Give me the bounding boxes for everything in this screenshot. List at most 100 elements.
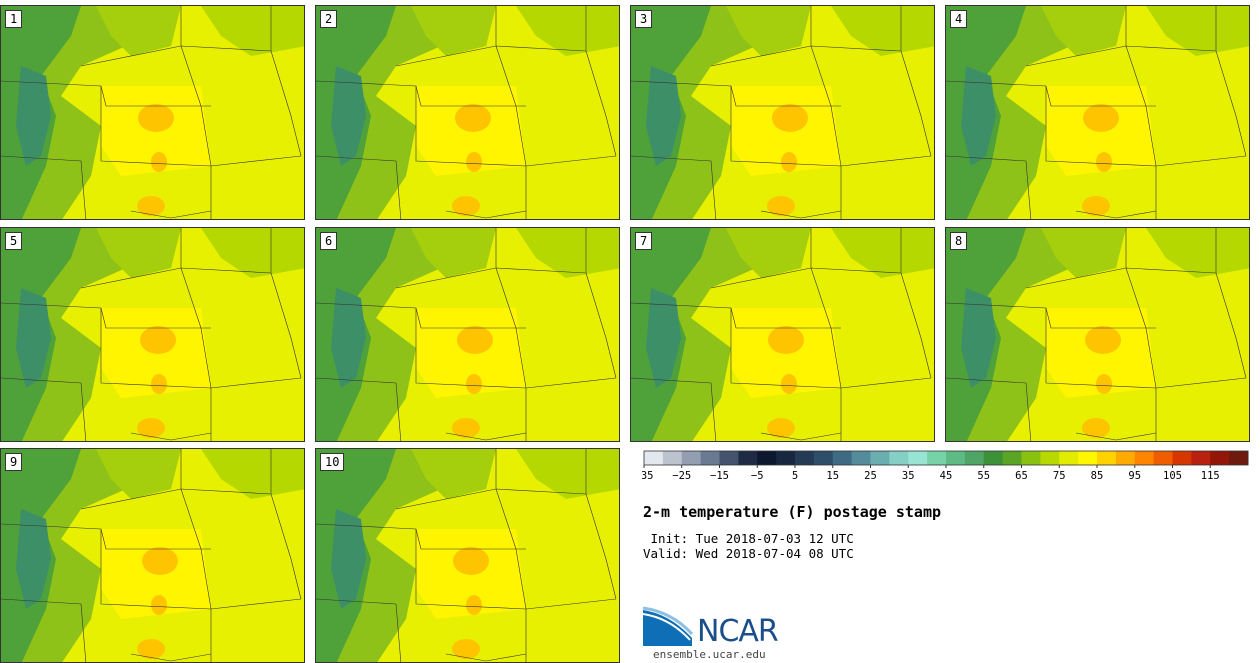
- state-border: [316, 80, 526, 107]
- state-border: [946, 302, 1156, 329]
- colorbar-tick-label: −5: [751, 470, 764, 482]
- panel-label: 4: [950, 10, 968, 28]
- colorbar-segment: [927, 451, 947, 465]
- state-border: [946, 80, 1156, 107]
- temperature-field: [631, 6, 934, 219]
- map-panel[interactable]: 1: [0, 5, 305, 220]
- colorbar-segment: [889, 451, 909, 465]
- temperature-region: [516, 449, 619, 499]
- colorbar-segment: [662, 451, 683, 465]
- temperature-field: [631, 228, 934, 441]
- state-border: [1045, 308, 1157, 389]
- temperature-field: [316, 228, 619, 441]
- state-border: [631, 302, 841, 329]
- colorbar-segment: [738, 451, 758, 465]
- state-border: [316, 598, 402, 662]
- map-panel[interactable]: 2: [315, 5, 620, 220]
- map-panel[interactable]: 7: [630, 227, 935, 442]
- map-panel[interactable]: 4: [945, 5, 1250, 220]
- state-border: [1, 155, 87, 219]
- state-border: [900, 6, 932, 157]
- map-panel[interactable]: 5: [0, 227, 305, 442]
- colorbar-tick-label: 25: [864, 470, 877, 482]
- colorbar-segment: [1059, 451, 1079, 465]
- temperature-field: [946, 228, 1249, 441]
- state-border: [760, 210, 842, 219]
- state-border: [631, 377, 717, 441]
- colorbar-tick-label: 75: [1053, 470, 1066, 482]
- logo-url[interactable]: ensemble.ucar.edu: [653, 648, 766, 661]
- temperature-region: [726, 6, 811, 56]
- map-panel[interactable]: 9: [0, 448, 305, 663]
- colorbar-segment: [700, 451, 720, 465]
- colorbar-segment: [851, 451, 871, 465]
- temperature-region: [961, 66, 996, 166]
- colorbar-segment: [870, 451, 890, 465]
- state-border: [946, 155, 1032, 219]
- temperature-region: [1096, 152, 1112, 172]
- state-border: [270, 6, 302, 157]
- temperature-region: [16, 288, 51, 388]
- map-panel[interactable]: 10: [315, 448, 620, 663]
- colorbar-segment: [1172, 451, 1192, 465]
- temperature-region: [452, 639, 480, 659]
- colorbar-segment: [1153, 451, 1173, 465]
- colorbar-segment: [1229, 451, 1249, 465]
- temperature-region: [646, 66, 681, 166]
- state-border: [270, 449, 302, 600]
- state-border: [210, 598, 302, 610]
- state-border: [270, 228, 302, 379]
- temperature-region: [455, 104, 491, 132]
- state-border: [1, 377, 87, 441]
- temperature-region: [411, 6, 496, 56]
- state-border: [1045, 86, 1157, 167]
- map-panel[interactable]: 8: [945, 227, 1250, 442]
- temperature-region: [516, 6, 619, 56]
- temperature-field: [1, 228, 304, 441]
- temperature-region: [516, 228, 619, 278]
- temperature-region: [16, 509, 51, 609]
- temperature-region: [137, 639, 165, 659]
- state-border: [210, 377, 302, 389]
- temperature-region: [411, 228, 496, 278]
- temperature-field: [316, 449, 619, 662]
- state-border: [180, 6, 212, 219]
- temperature-field: [1, 6, 304, 219]
- state-border: [210, 155, 302, 167]
- state-border: [585, 6, 617, 157]
- colorbar-segment: [681, 451, 702, 465]
- temperature-region: [151, 595, 167, 615]
- temperature-region: [1085, 326, 1121, 354]
- temperature-region: [16, 66, 51, 166]
- temperature-region: [646, 288, 681, 388]
- temperature-region: [96, 449, 181, 499]
- state-border: [900, 228, 932, 379]
- panel-label: 5: [5, 232, 23, 250]
- temperature-region: [1083, 104, 1119, 132]
- colorbar-segment: [1115, 451, 1136, 465]
- temperature-region: [151, 152, 167, 172]
- colorbar-segment: [1021, 451, 1041, 465]
- temperature-field: [316, 6, 619, 219]
- temperature-region: [137, 196, 165, 216]
- init-time: Init: Tue 2018-07-03 12 UTC: [643, 531, 854, 546]
- temperature-region: [452, 196, 480, 216]
- temperature-region: [142, 547, 178, 575]
- temperature-region: [151, 374, 167, 394]
- state-border: [445, 653, 527, 662]
- map-panel[interactable]: 3: [630, 5, 935, 220]
- state-border: [1155, 377, 1247, 389]
- state-border: [316, 523, 526, 550]
- state-border: [415, 529, 527, 610]
- panel-label: 8: [950, 232, 968, 250]
- state-border: [445, 210, 527, 219]
- temperature-region: [726, 228, 811, 278]
- temperature-region: [138, 104, 174, 132]
- state-border: [495, 6, 527, 219]
- map-panel[interactable]: 6: [315, 227, 620, 442]
- temperature-region: [331, 509, 366, 609]
- temperature-region: [411, 449, 496, 499]
- state-border: [100, 529, 212, 610]
- temperature-region: [201, 228, 304, 278]
- temperature-region: [96, 6, 181, 56]
